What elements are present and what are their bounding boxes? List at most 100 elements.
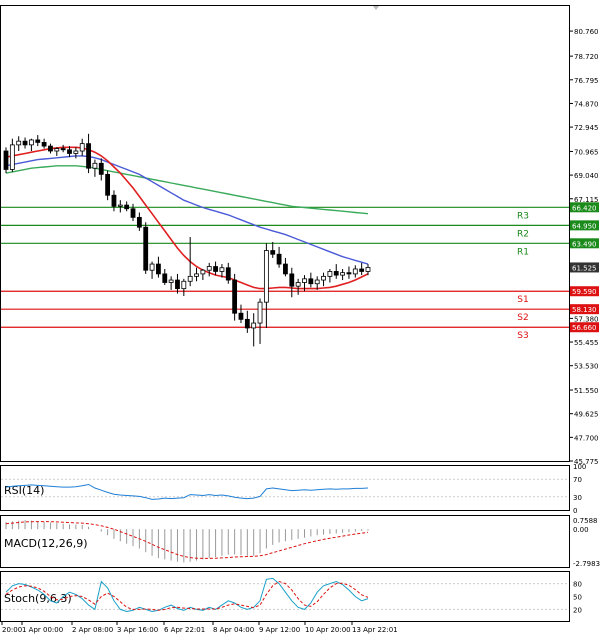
moving-average-blue-line <box>5 155 369 265</box>
candle[interactable] <box>130 203 136 222</box>
candle[interactable] <box>213 261 218 276</box>
price-axis-label: 53.530 <box>574 363 599 371</box>
candle[interactable] <box>3 147 9 174</box>
price-tag-s2: 58.130 <box>570 304 599 315</box>
candle[interactable] <box>244 310 250 333</box>
candle[interactable] <box>168 276 174 290</box>
candle[interactable] <box>327 268 333 283</box>
candle[interactable] <box>283 257 288 277</box>
candle[interactable] <box>257 298 263 344</box>
price-tag-r2: 64.950 <box>570 220 599 231</box>
candle[interactable] <box>67 146 72 158</box>
stoch-axis-label: 20 <box>573 606 582 614</box>
candle[interactable] <box>124 201 130 212</box>
candle[interactable] <box>321 272 326 287</box>
candle[interactable] <box>352 265 358 278</box>
chart-shift-marker-icon[interactable] <box>373 6 379 10</box>
svg-text:56.660: 56.660 <box>572 324 597 332</box>
candle[interactable] <box>16 136 22 152</box>
time-axis-label: 8 Apr 04:00 <box>213 626 254 634</box>
candle[interactable] <box>22 137 28 149</box>
candle[interactable] <box>35 135 41 147</box>
candle[interactable] <box>79 138 85 156</box>
candle[interactable] <box>365 264 371 276</box>
price-axis-label: 76.795 <box>574 77 599 85</box>
candle[interactable] <box>340 268 345 281</box>
candle[interactable] <box>98 158 104 181</box>
time-axis-label: 20:00 <box>2 626 22 634</box>
candle[interactable] <box>359 262 365 276</box>
price-axis-label: 45.775 <box>574 458 599 466</box>
candle[interactable] <box>175 273 180 294</box>
candle[interactable] <box>238 304 244 324</box>
candle[interactable] <box>200 268 206 281</box>
candle[interactable] <box>41 138 47 149</box>
price-axis-label: 74.870 <box>574 100 599 108</box>
candle[interactable] <box>111 190 117 212</box>
macd-pane[interactable] <box>0 515 570 568</box>
candle[interactable] <box>333 264 339 279</box>
candle[interactable] <box>105 170 111 201</box>
candle[interactable] <box>143 222 149 274</box>
rsi-pane[interactable] <box>0 465 570 511</box>
candle[interactable] <box>86 133 91 174</box>
candle[interactable] <box>181 278 187 297</box>
candle[interactable] <box>187 237 193 287</box>
candle[interactable] <box>346 266 352 279</box>
candle[interactable] <box>225 262 231 284</box>
candle[interactable] <box>289 267 295 298</box>
moving-average-green-line <box>5 165 369 215</box>
candle[interactable] <box>232 273 238 321</box>
candle[interactable] <box>149 261 155 279</box>
svg-text:59.590: 59.590 <box>572 288 597 296</box>
svg-text:63.490: 63.490 <box>572 240 597 248</box>
candle[interactable] <box>54 147 60 156</box>
time-axis-label: 10 Apr 20:00 <box>305 626 351 634</box>
candle[interactable] <box>194 267 199 282</box>
rsi-axis-label: 0 <box>573 507 577 515</box>
candle[interactable] <box>219 264 225 278</box>
candle[interactable] <box>206 262 212 277</box>
candle[interactable] <box>117 200 123 213</box>
price-tag-s1: 59.590 <box>570 286 599 297</box>
svg-text:61.525: 61.525 <box>572 264 597 272</box>
candle[interactable] <box>92 159 98 177</box>
rsi-title: RSI(14) <box>4 484 44 497</box>
candle[interactable] <box>60 144 66 153</box>
time-axis-label: 2 Apr 08:00 <box>72 626 113 634</box>
candle[interactable] <box>29 138 34 152</box>
candle[interactable] <box>276 246 282 268</box>
candle[interactable] <box>314 276 320 290</box>
level-name-s2: S2 <box>517 313 528 323</box>
candle[interactable] <box>156 256 161 278</box>
price-axis-label: 72.945 <box>574 124 599 132</box>
candle[interactable] <box>162 268 168 285</box>
price-axis-label: 70.965 <box>574 148 599 156</box>
stoch-pane[interactable] <box>0 571 570 622</box>
price-axis-label: 80.760 <box>574 28 599 36</box>
svg-text:64.950: 64.950 <box>572 222 597 230</box>
candle[interactable] <box>48 143 53 154</box>
candle[interactable] <box>73 147 79 159</box>
stoch-k-line <box>5 577 369 613</box>
level-name-s3: S3 <box>517 331 528 341</box>
price-axis-label: 51.550 <box>574 387 599 395</box>
candle[interactable] <box>308 272 314 288</box>
candle[interactable] <box>136 212 142 231</box>
candle[interactable] <box>9 138 15 172</box>
price-axis-label: 49.625 <box>574 411 599 419</box>
price-tag-r1: 63.490 <box>570 238 599 249</box>
stoch-axis-label: 80 <box>573 581 582 589</box>
main-chart-pane[interactable] <box>0 5 570 462</box>
rsi-axis-label: 30 <box>573 494 582 502</box>
price-axis-label: 69.040 <box>574 172 599 180</box>
price-axis-label: 67.115 <box>574 196 599 204</box>
level-name-r1: R1 <box>517 247 529 257</box>
candle[interactable] <box>295 278 301 295</box>
candle[interactable] <box>302 275 307 292</box>
candle[interactable] <box>270 241 276 258</box>
candle[interactable] <box>251 313 257 347</box>
candle[interactable] <box>263 243 269 328</box>
svg-text:58.130: 58.130 <box>572 306 597 314</box>
